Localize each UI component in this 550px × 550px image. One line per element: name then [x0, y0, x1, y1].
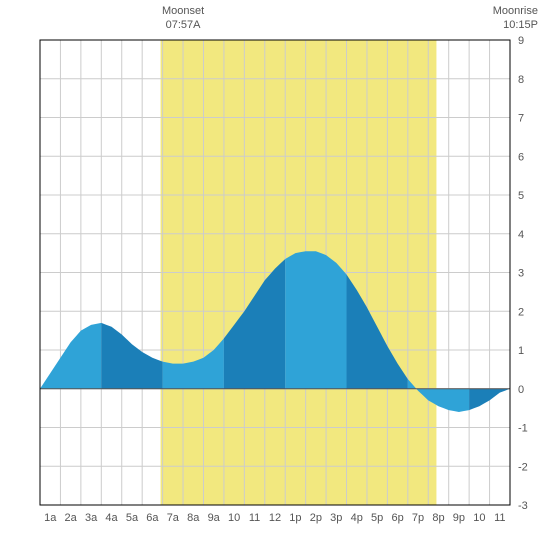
y-tick-label: 8	[518, 74, 524, 86]
y-tick-label: 3	[518, 268, 524, 280]
x-tick-label: 9p	[453, 512, 465, 524]
x-tick-label: 9a	[208, 512, 221, 524]
y-tick-label: 0	[518, 384, 524, 396]
x-tick-label: 11	[249, 512, 260, 524]
tide-stripe	[285, 251, 346, 389]
x-tick-label: 5a	[126, 512, 139, 524]
y-tick-label: -2	[518, 461, 528, 473]
x-tick-label: 4a	[105, 512, 118, 524]
x-tick-label: 3p	[330, 512, 342, 524]
x-tick-label: 10	[228, 512, 240, 524]
y-tick-label: 7	[518, 113, 524, 125]
header-time: 07:57A	[166, 19, 202, 31]
header-time: 10:15P	[503, 19, 538, 31]
x-tick-label: 6p	[391, 512, 403, 524]
x-tick-label: 1a	[44, 512, 57, 524]
x-tick-label: 8p	[432, 512, 444, 524]
x-tick-label: 7a	[167, 512, 180, 524]
x-tick-label: 8a	[187, 512, 200, 524]
x-tick-label: 2p	[310, 512, 322, 524]
x-tick-label: 6a	[146, 512, 159, 524]
y-tick-label: 2	[518, 306, 524, 318]
header-label: Moonset	[162, 5, 204, 17]
tide-chart: -3-2-101234567891a2a3a4a5a6a7a8a9a101112…	[0, 0, 550, 550]
y-tick-label: -3	[518, 500, 528, 512]
x-tick-label: 12	[269, 512, 281, 524]
y-tick-label: -1	[518, 423, 528, 435]
y-tick-label: 1	[518, 345, 524, 357]
y-tick-label: 9	[518, 35, 524, 47]
x-tick-label: 7p	[412, 512, 424, 524]
x-tick-label: 10	[473, 512, 485, 524]
y-tick-label: 6	[518, 151, 524, 163]
chart-svg: -3-2-101234567891a2a3a4a5a6a7a8a9a101112…	[0, 0, 550, 550]
tide-stripe	[101, 323, 162, 389]
y-tick-label: 5	[518, 190, 524, 202]
tide-stripe	[40, 323, 101, 389]
header-label: Moonrise	[493, 5, 538, 17]
y-tick-label: 4	[518, 229, 524, 241]
x-tick-label: 4p	[351, 512, 363, 524]
x-tick-label: 3a	[85, 512, 98, 524]
x-tick-label: 2a	[65, 512, 78, 524]
x-tick-label: 11	[494, 512, 505, 524]
x-tick-label: 5p	[371, 512, 383, 524]
x-tick-label: 1p	[289, 512, 301, 524]
